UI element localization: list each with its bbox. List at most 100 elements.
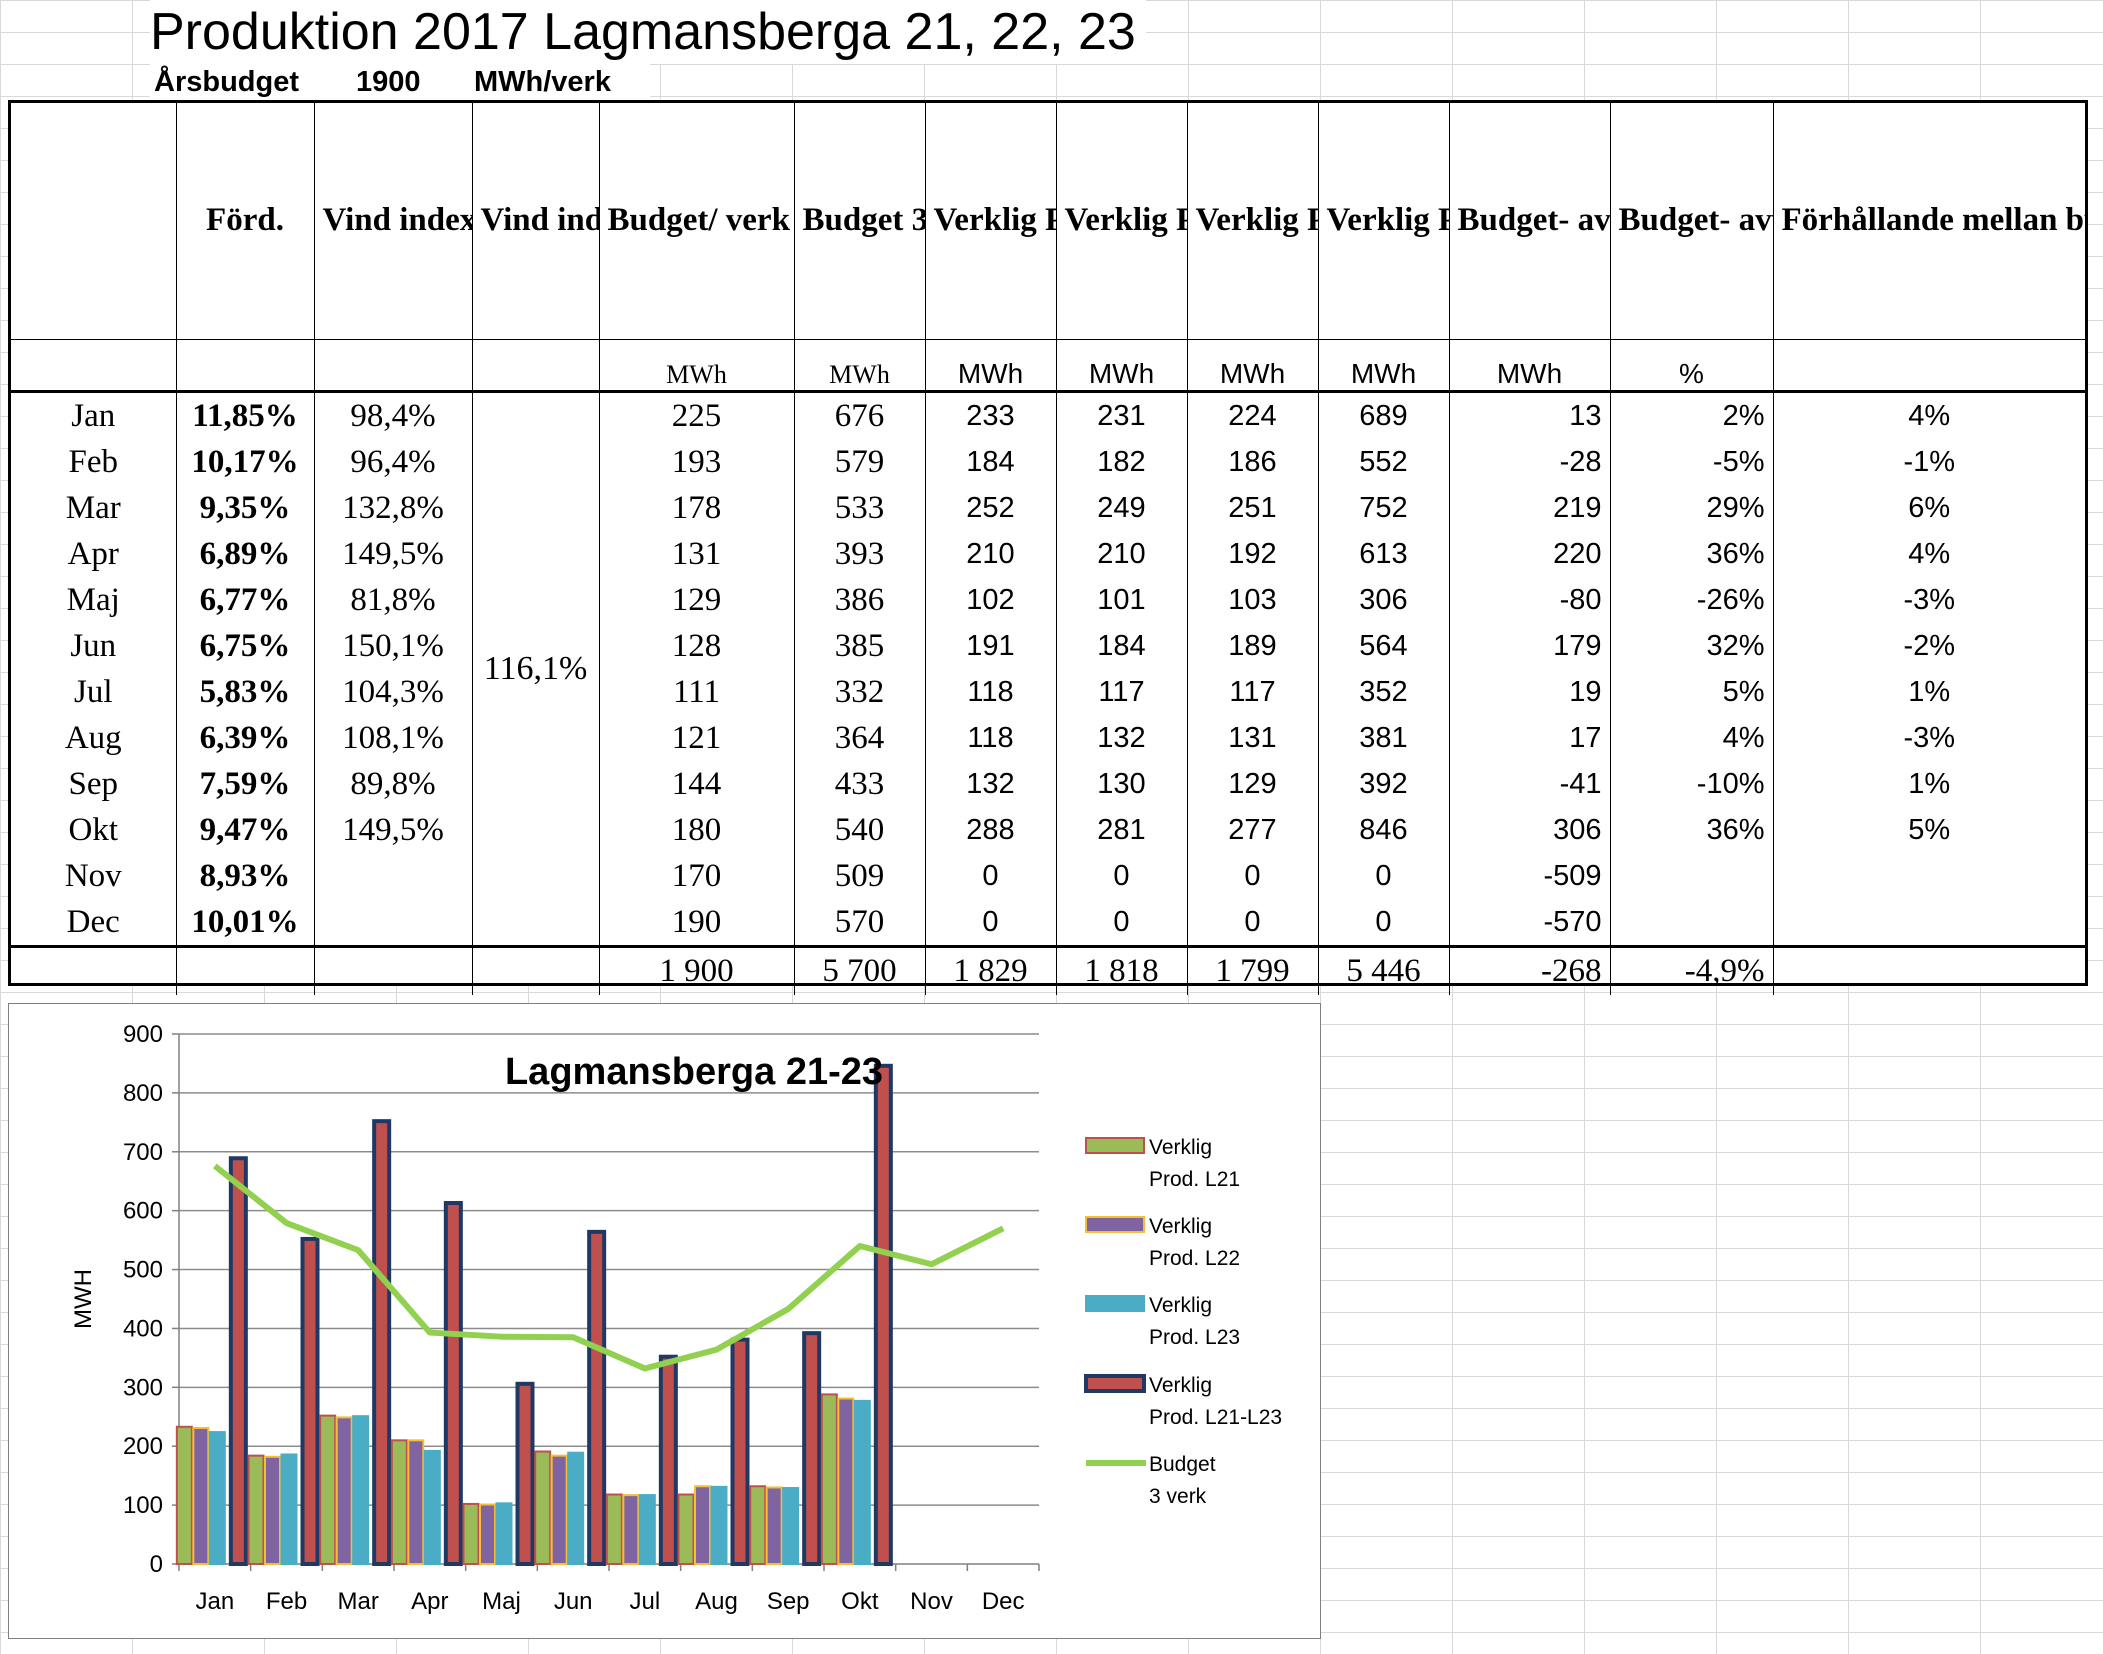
avvikelse-pct-cell: 36% <box>1609 530 1773 577</box>
l22-cell: 231 <box>1055 391 1187 439</box>
total-budget-3: 5 700 <box>793 944 925 995</box>
legend-label: Verklig <box>1149 1215 1212 1238</box>
x-tick-label: Aug <box>695 1588 738 1615</box>
month-cell: Jul <box>73 673 113 710</box>
ford-cell: 7,59% <box>175 760 314 807</box>
avvikelse-pct-cell: 32% <box>1609 622 1773 669</box>
unit-empty <box>175 339 314 393</box>
bar <box>853 1399 871 1565</box>
bar <box>407 1439 425 1566</box>
bar <box>175 1425 193 1565</box>
budget-unit: MWh/verk <box>474 66 611 98</box>
bar <box>677 1493 695 1565</box>
total-l22: 1 818 <box>1055 944 1187 995</box>
unit-avvikelse-mwh: MWh <box>1448 339 1610 393</box>
forhallande-cell: 6% <box>1772 484 2085 531</box>
bar <box>495 1502 513 1566</box>
unit-l22: MWh <box>1055 339 1187 393</box>
x-tick-label: Jan <box>195 1588 234 1615</box>
x-tick-label: Jun <box>554 1588 593 1615</box>
month-cell: Jan <box>71 397 116 434</box>
budget-3-cell: 386 <box>793 576 925 623</box>
l22-cell: 281 <box>1055 806 1187 853</box>
total-empty <box>471 944 599 995</box>
x-tick-label: Mar <box>337 1588 378 1615</box>
y-tick-label: 800 <box>123 1080 163 1107</box>
unit-empty <box>1772 339 2085 393</box>
budget-verk-cell: 180 <box>598 806 794 853</box>
l21-cell: 184 <box>924 438 1056 485</box>
bar <box>247 1454 265 1565</box>
forhallande-cell <box>1772 852 2085 899</box>
l21-cell: 118 <box>924 714 1056 761</box>
budget-verk-cell: 225 <box>598 391 794 439</box>
budget-line <box>212 1163 1005 1372</box>
l21-l23-cell: 306 <box>1317 576 1449 623</box>
header-l21-l23: Verklig Prod. L21- L23 <box>1317 103 1449 340</box>
bar <box>319 1414 337 1565</box>
table-row: Okt 9,47% 149,5% 180 540 288 281 277 846 306 36% 5% <box>11 806 2085 853</box>
legend-label: Prod. L21-L23 <box>1149 1406 1282 1429</box>
bar <box>710 1485 728 1566</box>
budget-3-cell: 433 <box>793 760 925 807</box>
avvikelse-mwh-cell: 17 <box>1448 714 1610 761</box>
legend-label: Prod. L21 <box>1149 1168 1240 1191</box>
avvikelse-mwh-cell: 306 <box>1448 806 1610 853</box>
forhallande-cell: -3% <box>1772 714 2085 761</box>
bar <box>658 1354 678 1567</box>
production-table: Förd. Vind index/ månad Vind index/ Jan-… <box>8 100 2088 995</box>
l21-cell: 191 <box>924 622 1056 669</box>
y-tick-label: 300 <box>123 1374 163 1401</box>
l22-cell: 132 <box>1055 714 1187 761</box>
y-tick-label: 100 <box>123 1492 163 1519</box>
l21-l23-cell: 392 <box>1317 760 1449 807</box>
avvikelse-pct-cell: 4% <box>1609 714 1773 761</box>
l23-cell: 117 <box>1186 668 1318 715</box>
month-cell: Dec <box>66 903 120 940</box>
header-month <box>11 103 176 340</box>
legend-label: Prod. L22 <box>1149 1247 1240 1270</box>
vind-cell <box>313 852 472 899</box>
bar <box>479 1503 496 1565</box>
production-chart[interactable]: 0 100 200 300 400 500 600 700 800 900 Jan Feb Mar Apr… <box>8 1003 1321 1639</box>
table-row: Jun 6,75% 150,1% 128 385 191 184 189 564 179 32% -2… <box>11 622 2085 669</box>
month-cell: Okt <box>68 811 119 848</box>
month-cell: Sep <box>68 765 119 802</box>
vind-cell: 98,4% <box>313 391 472 439</box>
budget-3-cell: 509 <box>793 852 925 899</box>
l22-cell: 0 <box>1055 898 1187 946</box>
bar <box>749 1485 767 1565</box>
table-row: Jan 11,85% 98,4% 116,1% 225 676 233 231 224 689 13… <box>11 391 2085 946</box>
month-cell: Apr <box>67 535 119 572</box>
month-cell: Maj <box>66 581 120 618</box>
total-l21: 1 829 <box>924 944 1056 995</box>
production-grid: Förd. Vind index/ månad Vind index/ Jan-… <box>11 103 2085 995</box>
l23-cell: 0 <box>1186 898 1318 946</box>
x-tick-label: Feb <box>266 1588 307 1615</box>
budget-verk-cell: 131 <box>598 530 794 577</box>
forhallande-cell: 1% <box>1772 668 2085 715</box>
avvikelse-mwh-cell: 219 <box>1448 484 1610 531</box>
bar <box>638 1494 656 1566</box>
bar <box>765 1486 783 1566</box>
l21-cell: 210 <box>924 530 1056 577</box>
ford-cell: 6,89% <box>175 530 314 577</box>
bar <box>264 1455 281 1566</box>
l23-cell: 103 <box>1186 576 1318 623</box>
budget-verk-cell: 193 <box>598 438 794 485</box>
y-tick-label: 400 <box>123 1315 163 1342</box>
bar <box>534 1450 552 1565</box>
l21-cell: 132 <box>924 760 1056 807</box>
x-tick-label: Nov <box>910 1588 953 1615</box>
ford-cell: 6,75% <box>175 622 314 669</box>
forhallande-cell: -2% <box>1772 622 2085 669</box>
vind-cell: 132,8% <box>313 484 472 531</box>
bar <box>280 1453 298 1566</box>
ford-cell: 5,83% <box>175 668 314 715</box>
total-empty <box>313 944 472 995</box>
avvikelse-pct-cell <box>1609 898 1773 946</box>
l23-cell: 131 <box>1186 714 1318 761</box>
bar <box>694 1485 711 1565</box>
l21-l23-cell: 352 <box>1317 668 1449 715</box>
l23-cell: 0 <box>1186 852 1318 899</box>
